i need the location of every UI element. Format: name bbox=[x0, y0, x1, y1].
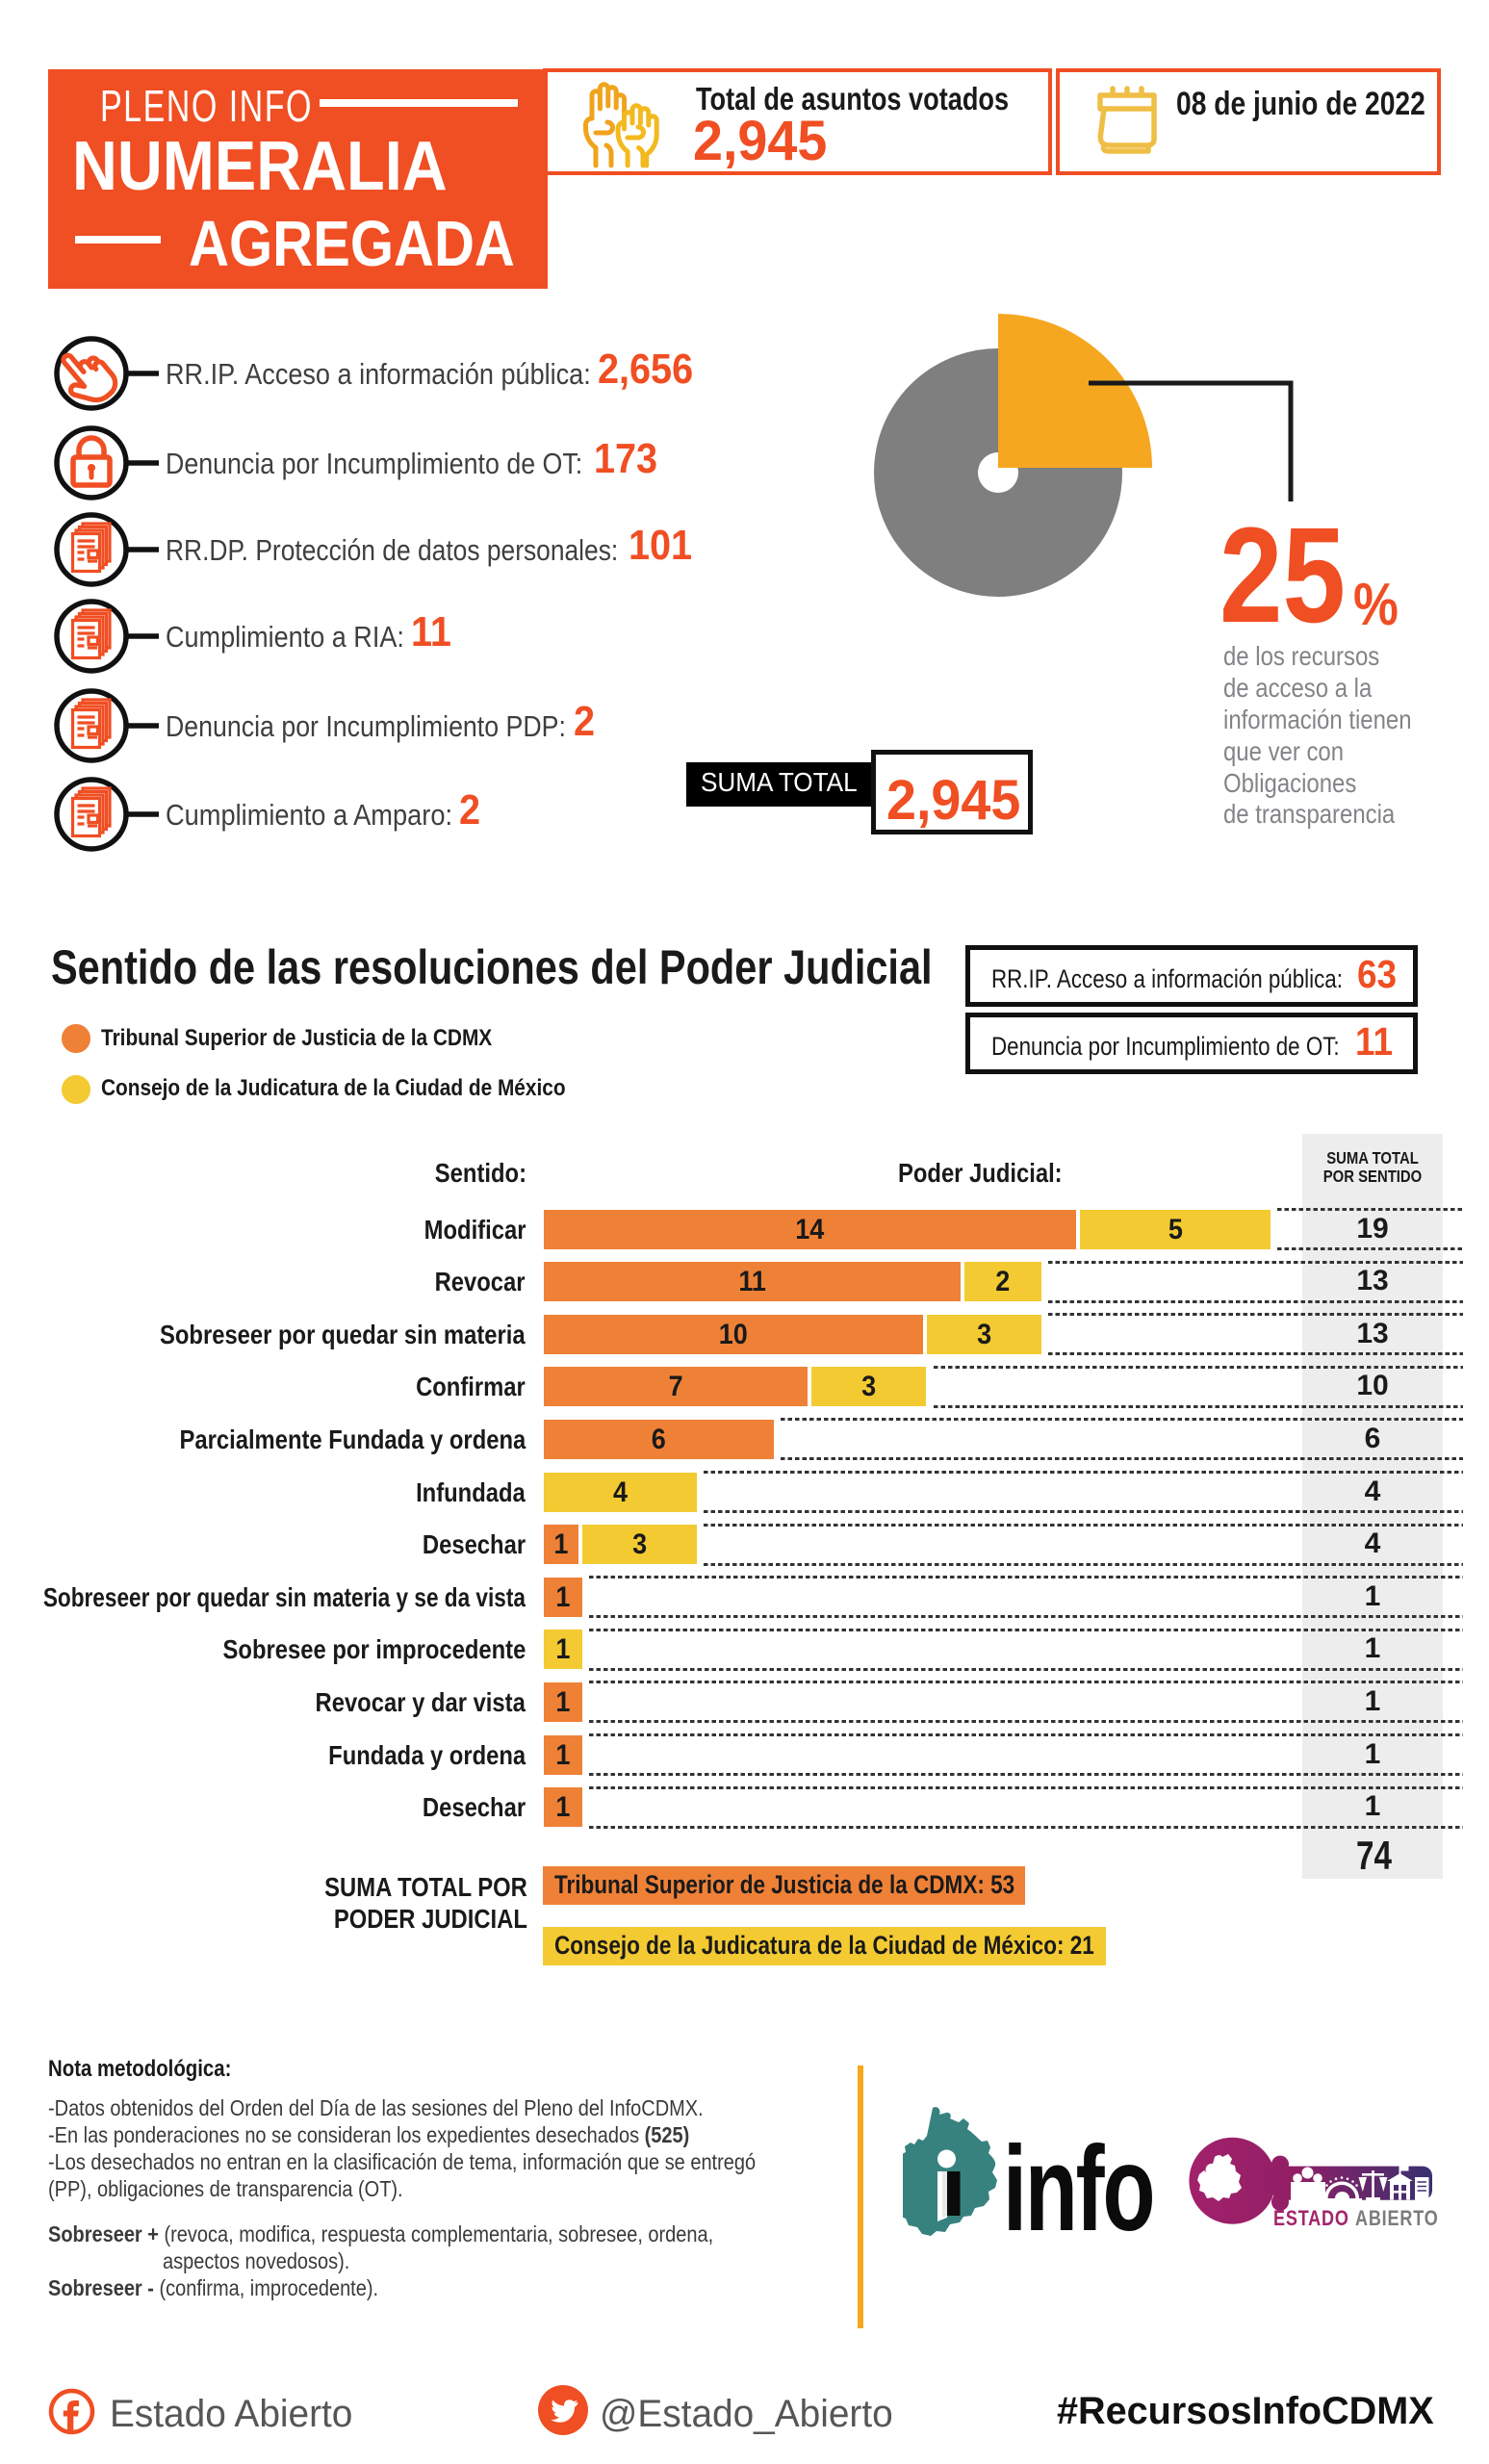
svg-text:ESTADO: ESTADO bbox=[1273, 2207, 1349, 2230]
svg-text:info: info bbox=[1003, 2122, 1153, 2244]
svg-text:ABIERTO: ABIERTO bbox=[1355, 2207, 1439, 2230]
